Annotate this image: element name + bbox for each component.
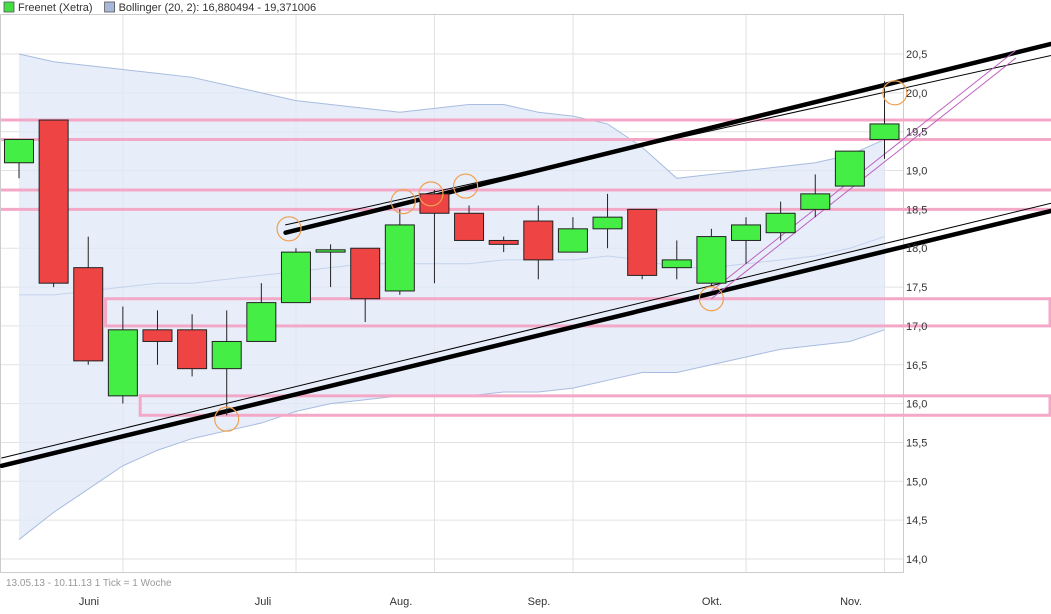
candle-up <box>834 150 865 187</box>
candle-up <box>384 224 415 292</box>
trend-line <box>283 41 1051 235</box>
y-tick-label: 14,0 <box>906 554 927 566</box>
y-tick-label: 19,5 <box>906 127 927 139</box>
candle-up <box>800 193 831 210</box>
y-tick-label: 20,5 <box>906 49 927 61</box>
y-tick-label: 16,0 <box>906 399 927 411</box>
candle-up <box>246 302 277 342</box>
y-tick-label: 20,0 <box>906 88 927 100</box>
marker-circle <box>452 173 479 199</box>
legend-label: Freenet (Xetra) <box>18 2 93 14</box>
marker-circle <box>390 189 416 215</box>
y-tick-label: 18,0 <box>906 243 927 255</box>
candle-up <box>731 224 762 241</box>
bollinger-middle-line <box>19 236 885 296</box>
marker-circle <box>214 406 240 432</box>
candle-down <box>488 239 519 245</box>
legend-label: Bollinger (20, 2): 16,880494 - 19,371006 <box>119 2 317 14</box>
y-tick-label: 16,5 <box>906 360 927 372</box>
trend-line <box>1 202 1051 459</box>
y-tick-label: 18,5 <box>906 204 927 216</box>
candle-up <box>315 249 346 253</box>
y-tick-label: 15,5 <box>906 437 927 449</box>
candle-down <box>142 329 173 342</box>
candle-down <box>454 212 485 241</box>
candle-down <box>627 208 658 276</box>
bollinger-upper-line <box>18 53 885 179</box>
candle-up <box>765 212 796 234</box>
candle-up <box>592 216 623 230</box>
marker-circle <box>698 286 725 312</box>
y-tick-label: 17,0 <box>906 321 927 333</box>
candle-down <box>523 220 554 261</box>
x-tick-label: Aug. <box>390 596 413 608</box>
y-tick-label: 15,0 <box>906 476 927 488</box>
candle-down <box>38 119 69 284</box>
candle-up <box>696 236 727 284</box>
horizontal-zone-box <box>138 394 1051 417</box>
candle-up <box>661 259 692 269</box>
marker-circle <box>882 80 908 106</box>
candle-up <box>107 329 138 397</box>
candle-up <box>557 228 588 253</box>
x-tick-label: Nov. <box>840 596 862 608</box>
bollinger-band <box>19 54 885 540</box>
x-tick-label: Okt. <box>702 596 722 608</box>
candle-up <box>280 251 311 304</box>
candle-down <box>350 247 381 300</box>
candle-down <box>177 329 208 370</box>
legend-swatch <box>3 1 15 13</box>
legend-swatch <box>104 1 115 13</box>
trend-line <box>0 208 1051 469</box>
x-tick-label: Sep. <box>528 596 551 608</box>
candle-up <box>211 340 242 370</box>
marker-circle <box>276 216 302 242</box>
x-tick-label: Juli <box>255 596 272 608</box>
y-tick-label: 17,5 <box>906 282 927 294</box>
candle-up <box>869 123 900 140</box>
y-tick-label: 19,0 <box>906 166 927 178</box>
candle-down <box>73 267 104 362</box>
x-tick-label: Juni <box>79 596 99 608</box>
candle-up <box>4 138 34 164</box>
marker-circle <box>418 181 444 207</box>
footer-date-range: 13.05.13 - 10.11.13 1 Tick = 1 Woche <box>6 578 172 589</box>
y-tick-label: 14,5 <box>906 515 927 527</box>
